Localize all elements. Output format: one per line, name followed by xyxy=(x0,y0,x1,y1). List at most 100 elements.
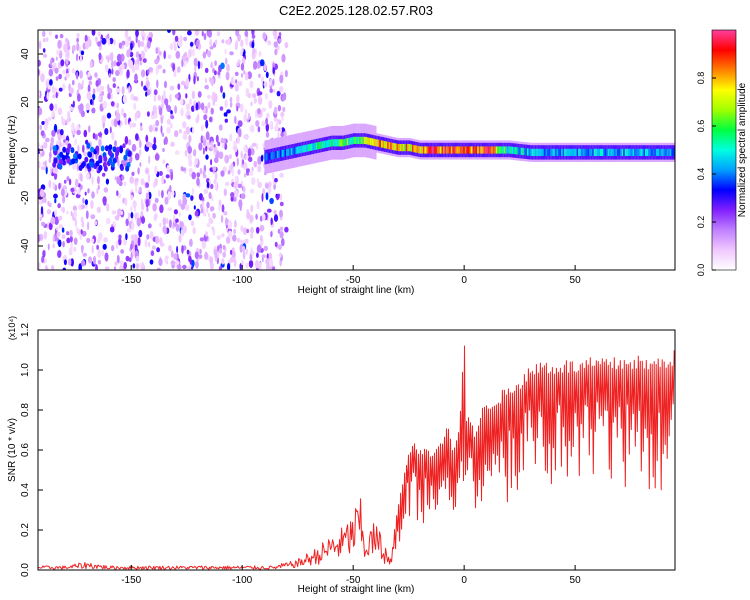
heatmap-cell xyxy=(520,147,523,155)
heatmap-cell xyxy=(204,77,208,84)
heatmap-cell xyxy=(277,244,282,251)
heatmap-cell xyxy=(139,126,143,132)
heatmap-cell xyxy=(295,146,298,155)
heatmap-cell xyxy=(125,255,130,262)
heatmap-cell xyxy=(182,121,187,129)
heatmap-cell xyxy=(218,265,223,270)
heatmap-cell xyxy=(125,233,128,241)
heatmap-cell xyxy=(218,124,223,131)
heatmap-cell xyxy=(169,94,172,103)
heatmap-cell xyxy=(167,191,172,201)
heatmap-cell xyxy=(105,178,109,185)
heatmap-cells xyxy=(38,30,675,270)
heatmap-cell xyxy=(363,136,366,144)
heatmap-cell xyxy=(128,86,131,94)
heatmap-cell xyxy=(499,146,501,154)
heatmap-cell xyxy=(286,148,288,157)
heatmap-cell xyxy=(533,148,535,156)
heatmap-cell xyxy=(210,107,214,115)
heatmap-cell xyxy=(140,80,144,87)
heatmap-cell xyxy=(91,245,94,254)
spectrogram-x-label: Height of straight line (km) xyxy=(298,285,415,296)
heatmap-cell xyxy=(96,86,101,93)
heatmap-cell xyxy=(58,182,61,190)
heatmap-cell xyxy=(222,92,226,99)
heatmap-cell xyxy=(665,148,667,156)
heatmap-cell xyxy=(329,139,332,147)
heatmap-cell xyxy=(292,147,295,155)
heatmap-cell xyxy=(187,114,191,120)
heatmap-cell xyxy=(108,157,113,164)
heatmap-cell xyxy=(155,47,159,55)
heatmap-cell xyxy=(40,166,46,171)
heatmap-cell xyxy=(95,36,98,45)
heatmap-cell xyxy=(193,57,198,67)
heatmap-cell xyxy=(71,158,76,165)
heatmap-cell xyxy=(612,148,615,156)
heatmap-cell xyxy=(189,238,193,247)
heatmap-cell xyxy=(39,188,45,198)
heatmap-cell xyxy=(55,56,58,61)
heatmap-cell xyxy=(186,249,190,255)
heatmap-cell xyxy=(72,44,76,52)
heatmap-cell xyxy=(255,110,258,119)
heatmap-cell xyxy=(550,148,553,156)
heatmap-cell xyxy=(191,90,195,100)
heatmap-cell xyxy=(116,61,121,67)
heatmap-cell xyxy=(281,53,286,63)
heatmap-cell xyxy=(497,146,500,154)
heatmap-cell xyxy=(47,116,52,122)
heatmap-cell xyxy=(54,198,57,204)
heatmap-cell xyxy=(187,153,192,160)
heatmap-cell xyxy=(249,188,254,194)
heatmap-cell xyxy=(182,225,187,234)
heatmap-cell xyxy=(249,253,253,261)
heatmap-cell xyxy=(47,243,50,251)
heatmap-cell xyxy=(168,219,172,229)
heatmap-cell xyxy=(629,148,632,156)
heatmap-cell xyxy=(217,251,220,259)
heatmap-cell xyxy=(60,59,65,67)
heatmap-cell xyxy=(79,103,84,112)
heatmap-cell xyxy=(154,197,159,204)
heatmap-cell xyxy=(73,246,77,252)
heatmap-cell xyxy=(581,148,584,156)
heatmap-cell xyxy=(91,176,94,185)
heatmap-cell xyxy=(145,80,150,89)
heatmap-cell xyxy=(491,146,493,154)
heatmap-cell xyxy=(481,146,484,154)
heatmap-cell xyxy=(40,73,45,83)
heatmap-cell xyxy=(243,134,249,140)
heatmap-cell xyxy=(405,144,408,152)
heatmap-cell xyxy=(56,231,61,237)
heatmap-cell xyxy=(65,73,71,78)
heatmap-cell xyxy=(269,121,273,129)
heatmap-cell xyxy=(617,148,619,156)
heatmap-cell xyxy=(342,139,344,147)
heatmap-cell xyxy=(62,142,65,148)
heatmap-cell xyxy=(177,92,181,101)
heatmap-cell xyxy=(70,147,75,154)
heatmap-cell xyxy=(154,165,158,175)
heatmap-cell xyxy=(380,140,383,148)
heatmap-cell xyxy=(126,69,130,79)
heatmap-cell xyxy=(194,210,199,217)
heatmap-cell xyxy=(275,151,278,159)
heatmap-cell xyxy=(179,220,183,228)
x-tick-label: 0 xyxy=(461,575,467,586)
heatmap-cell xyxy=(273,35,278,40)
heatmap-cell xyxy=(284,226,289,233)
heatmap-cell xyxy=(103,237,108,243)
heatmap-cell xyxy=(77,144,80,153)
heatmap-cell xyxy=(80,173,83,182)
heatmap-cell xyxy=(184,149,188,157)
heatmap-cell xyxy=(240,63,245,71)
heatmap-cell xyxy=(360,136,363,144)
heatmap-cell xyxy=(257,126,261,133)
y-tick-label: 0.6 xyxy=(20,443,31,457)
heatmap-cell xyxy=(162,159,166,164)
heatmap-cell xyxy=(152,123,156,133)
heatmap-cell xyxy=(255,213,258,220)
heatmap-cell xyxy=(408,144,411,152)
heatmap-cell xyxy=(156,79,159,89)
